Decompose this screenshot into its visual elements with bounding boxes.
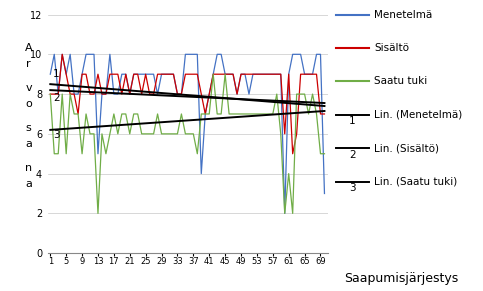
Text: Lin. (Menetelmä): Lin. (Menetelmä)	[374, 110, 463, 120]
Text: 2: 2	[53, 93, 59, 103]
Text: Menetelmä: Menetelmä	[374, 10, 433, 19]
Text: 1: 1	[53, 69, 59, 79]
Text: s: s	[26, 123, 31, 133]
Text: 2: 2	[349, 150, 356, 160]
Text: Saapumisjärjestys: Saapumisjärjestys	[344, 272, 458, 285]
Text: 1: 1	[349, 116, 356, 126]
Text: o: o	[25, 99, 32, 109]
Text: n: n	[25, 163, 32, 173]
Text: 3: 3	[53, 130, 59, 140]
Text: v: v	[26, 83, 32, 93]
Text: Saatu tuki: Saatu tuki	[374, 77, 427, 86]
Text: r: r	[27, 59, 31, 69]
Text: Lin. (Sisältö): Lin. (Sisältö)	[374, 143, 440, 153]
Text: Sisältö: Sisältö	[374, 43, 409, 53]
Text: 3: 3	[349, 183, 356, 193]
Text: Lin. (Saatu tuki): Lin. (Saatu tuki)	[374, 177, 457, 187]
Text: a: a	[25, 179, 32, 189]
Text: a: a	[25, 139, 32, 149]
Text: A: A	[25, 43, 32, 53]
